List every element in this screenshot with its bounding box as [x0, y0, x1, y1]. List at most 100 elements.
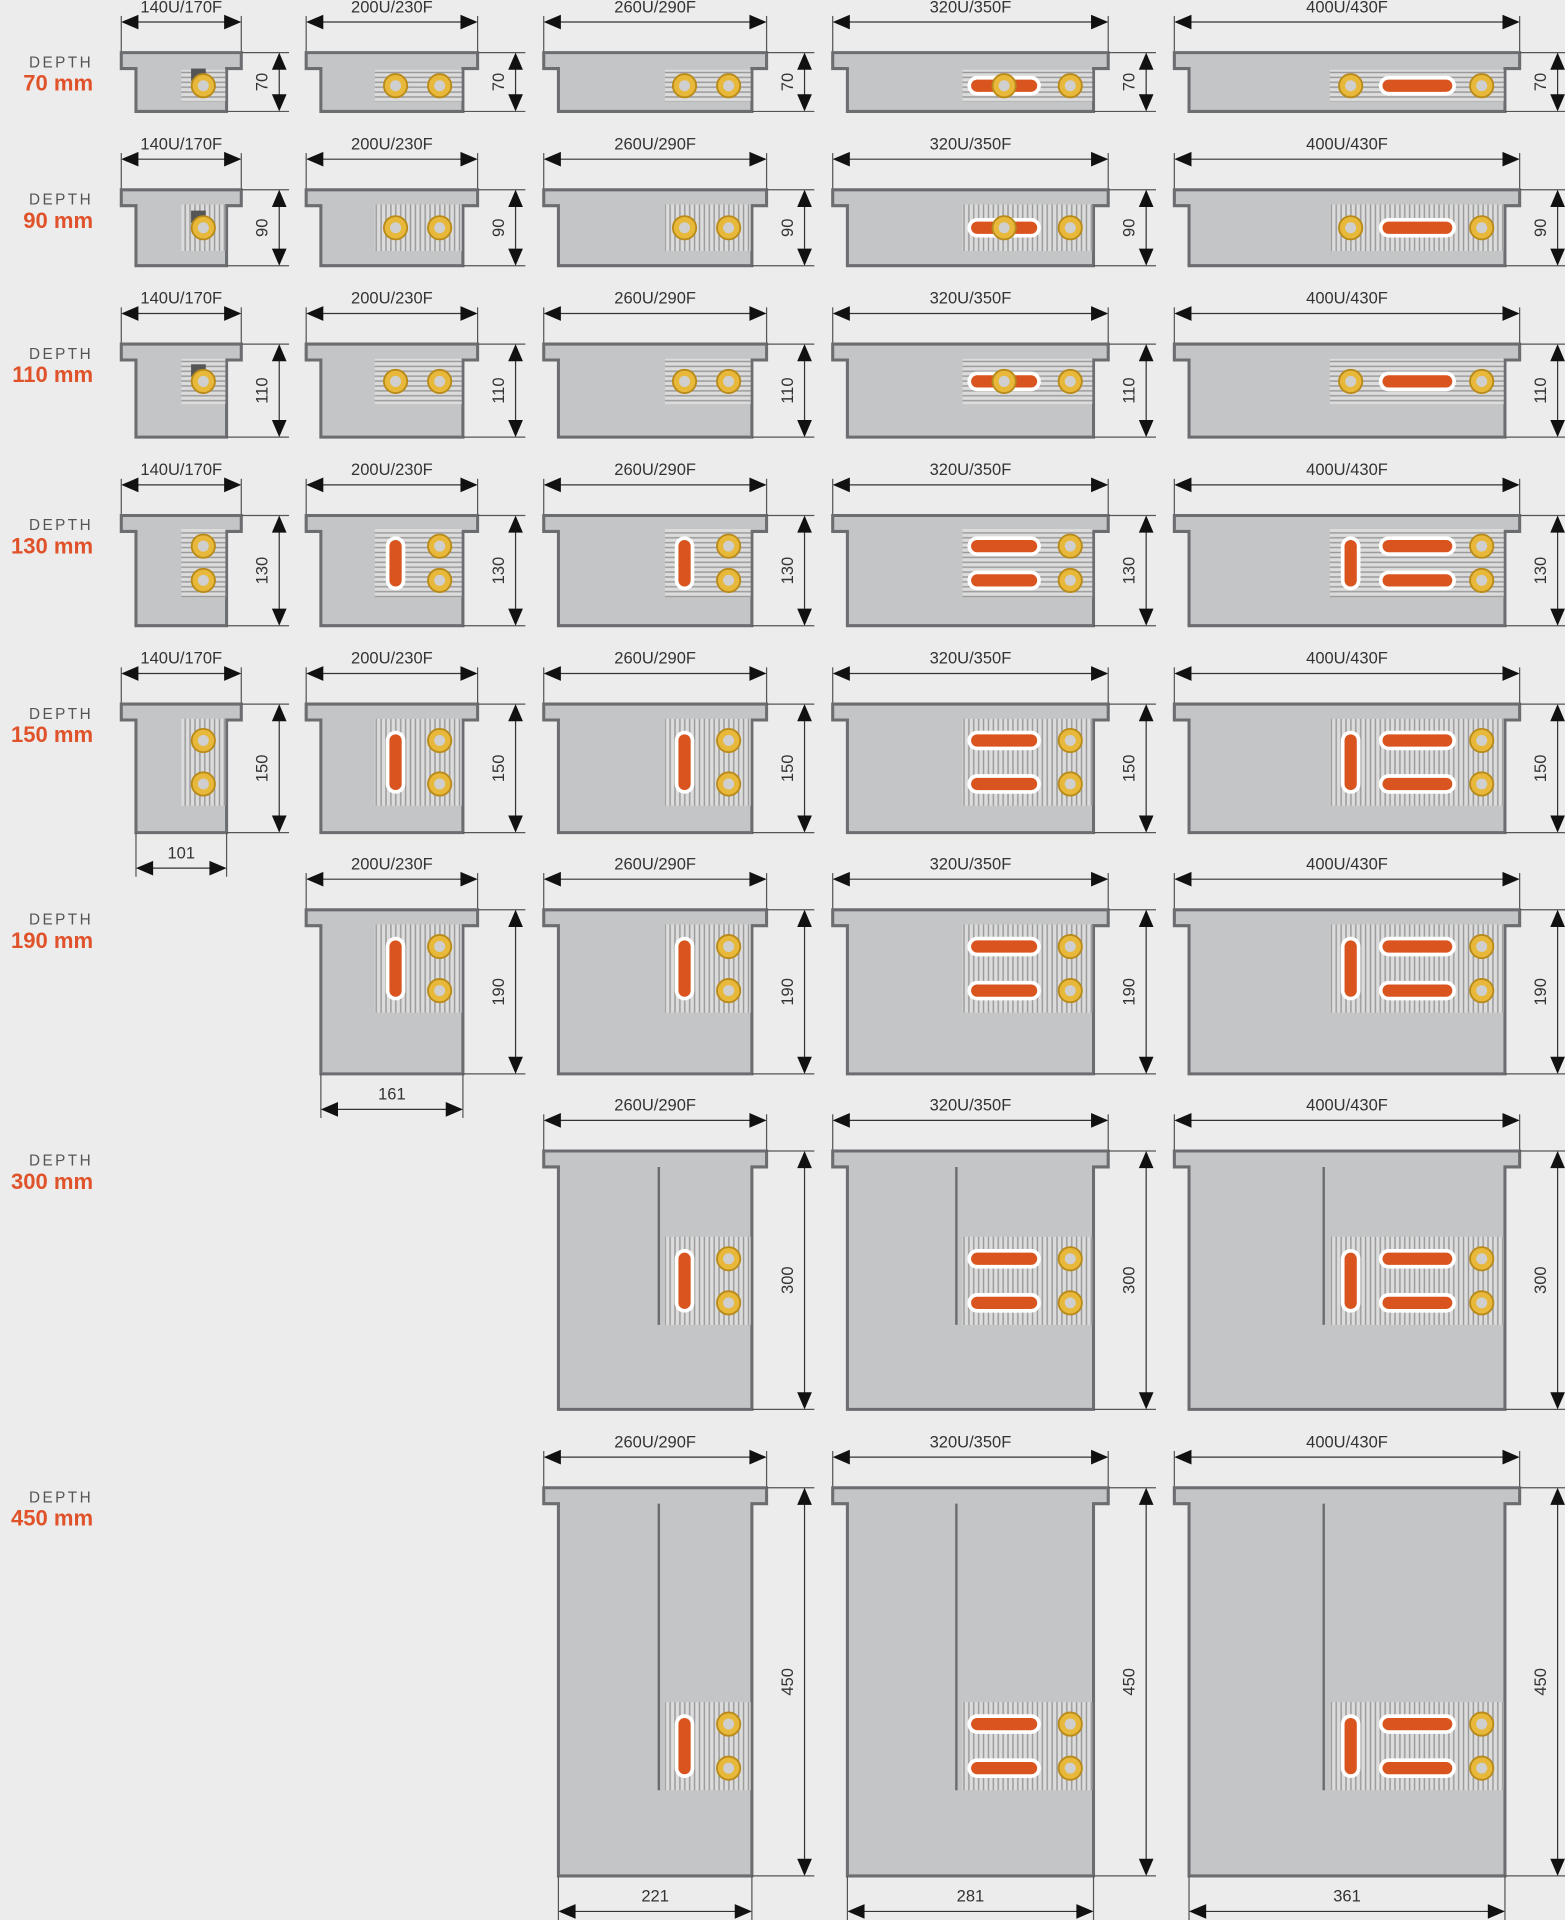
fitting-bore: [1476, 985, 1488, 997]
convector-unit: 260U/290F 150: [542, 649, 815, 835]
arrowhead-up: [797, 189, 812, 207]
arrowhead-down: [1138, 815, 1154, 833]
arrowhead-down: [271, 815, 287, 833]
height-label: 190: [1531, 978, 1550, 1006]
arrowhead-left: [543, 871, 561, 887]
height-label: 130: [253, 557, 272, 585]
arrowhead-left: [1174, 306, 1192, 321]
arrowhead-left: [121, 666, 139, 681]
depth-value: 130 mm: [11, 533, 93, 558]
width-label: 281: [957, 1887, 985, 1906]
fitting-bore: [1476, 375, 1488, 387]
convector-unit: 140U/170F 110: [119, 289, 290, 439]
height-label: 190: [489, 978, 508, 1006]
housing: [542, 1486, 769, 1878]
arrowhead-up: [1138, 52, 1154, 70]
convector-unit: 400U/430F 150: [1172, 649, 1565, 835]
arrowhead-down: [271, 94, 287, 112]
convector-unit: 320U/350F 150: [831, 649, 1156, 835]
arrowhead-left: [1174, 871, 1192, 887]
fitting-bore: [197, 735, 209, 747]
arrowhead-right: [1091, 14, 1109, 30]
arrowhead-down: [508, 815, 523, 833]
arrowhead-right: [749, 666, 767, 681]
arrowhead-right: [1076, 1904, 1094, 1919]
fitting-bore: [390, 222, 402, 234]
arrowhead-up: [271, 52, 287, 70]
arrowhead-right: [1502, 871, 1520, 887]
arrowhead-up: [797, 1487, 812, 1505]
convector-unit: 260U/290F 90: [542, 134, 815, 268]
arrowhead-left: [1189, 1904, 1207, 1919]
convector-unit: 400U/430F 90: [1172, 134, 1565, 268]
convector-unit: 200U/230F 110: [304, 289, 526, 439]
convector-unit: 400U/430F 110: [1172, 289, 1565, 439]
arrowhead-left: [543, 477, 561, 493]
fitting-bore: [723, 735, 735, 747]
arrowhead-down: [797, 420, 812, 438]
arrowhead-left: [543, 151, 561, 167]
arrowhead-up: [271, 189, 287, 207]
arrowhead-down: [1550, 1056, 1565, 1074]
arrowhead-left: [543, 666, 561, 681]
height-label: 110: [1120, 377, 1139, 403]
width-label: 361: [1333, 1887, 1361, 1906]
depth-caption: DEPTH: [29, 517, 93, 534]
arrowhead-right: [749, 871, 767, 887]
fitting-bore: [723, 1253, 735, 1265]
arrowhead-up: [797, 704, 812, 722]
arrowhead-left: [832, 151, 850, 167]
arrowhead-up: [508, 189, 523, 207]
arrowhead-right: [1502, 1113, 1520, 1128]
arrowhead-up: [1138, 909, 1154, 927]
fitting-bore: [1345, 222, 1357, 234]
convector-unit: 200U/230F 90: [304, 134, 526, 268]
depth-value: 190 mm: [11, 928, 93, 953]
arrowhead-up: [508, 52, 523, 70]
convector-unit: 200U/230F 150: [304, 649, 526, 835]
housing: [1172, 1486, 1522, 1878]
arrowhead-left: [306, 871, 324, 887]
convector-unit: 260U/290F 190: [542, 854, 815, 1076]
arrowhead-right: [1091, 151, 1109, 167]
fitting-bore: [1476, 1718, 1488, 1730]
arrowhead-left: [832, 306, 850, 321]
arrowhead-right: [224, 151, 242, 167]
arrowhead-down: [797, 1056, 812, 1074]
arrowhead-right: [460, 477, 478, 493]
arrowhead-down: [1138, 248, 1154, 266]
depth-caption: DEPTH: [29, 911, 93, 928]
arrowhead-right: [749, 151, 767, 167]
arrowhead-left: [847, 1904, 865, 1919]
height-label: 190: [1120, 978, 1139, 1006]
fitting-bore: [197, 375, 209, 387]
model-label: 140U/170F: [140, 0, 222, 16]
fitting-bore: [197, 540, 209, 552]
arrowhead-left: [832, 14, 850, 30]
fitting-bore: [998, 80, 1010, 92]
fitting-bore: [1476, 735, 1488, 747]
convector-unit: 400U/430F 70: [1172, 0, 1565, 113]
convector-unit: 200U/230F 70: [304, 0, 526, 113]
arrowhead-up: [1550, 344, 1565, 362]
width-label: 221: [641, 1887, 669, 1906]
arrowhead-up: [271, 344, 287, 362]
arrowhead-right: [445, 1102, 463, 1117]
arrowhead-right: [460, 306, 478, 321]
arrowhead-down: [508, 608, 523, 626]
arrowhead-up: [1550, 52, 1565, 70]
arrowhead-down: [1138, 94, 1154, 112]
arrowhead-right: [749, 14, 767, 30]
fitting-bore: [1476, 540, 1488, 552]
convector-unit: 320U/350F 300: [831, 1096, 1156, 1411]
height-label: 70: [489, 73, 508, 91]
fitting-bore: [1064, 1762, 1076, 1774]
housing: [831, 1486, 1110, 1878]
model-label: 400U/430F: [1306, 854, 1388, 873]
height-label: 70: [1531, 73, 1550, 91]
arrowhead-left: [1174, 151, 1192, 167]
height-label: 130: [778, 557, 797, 585]
